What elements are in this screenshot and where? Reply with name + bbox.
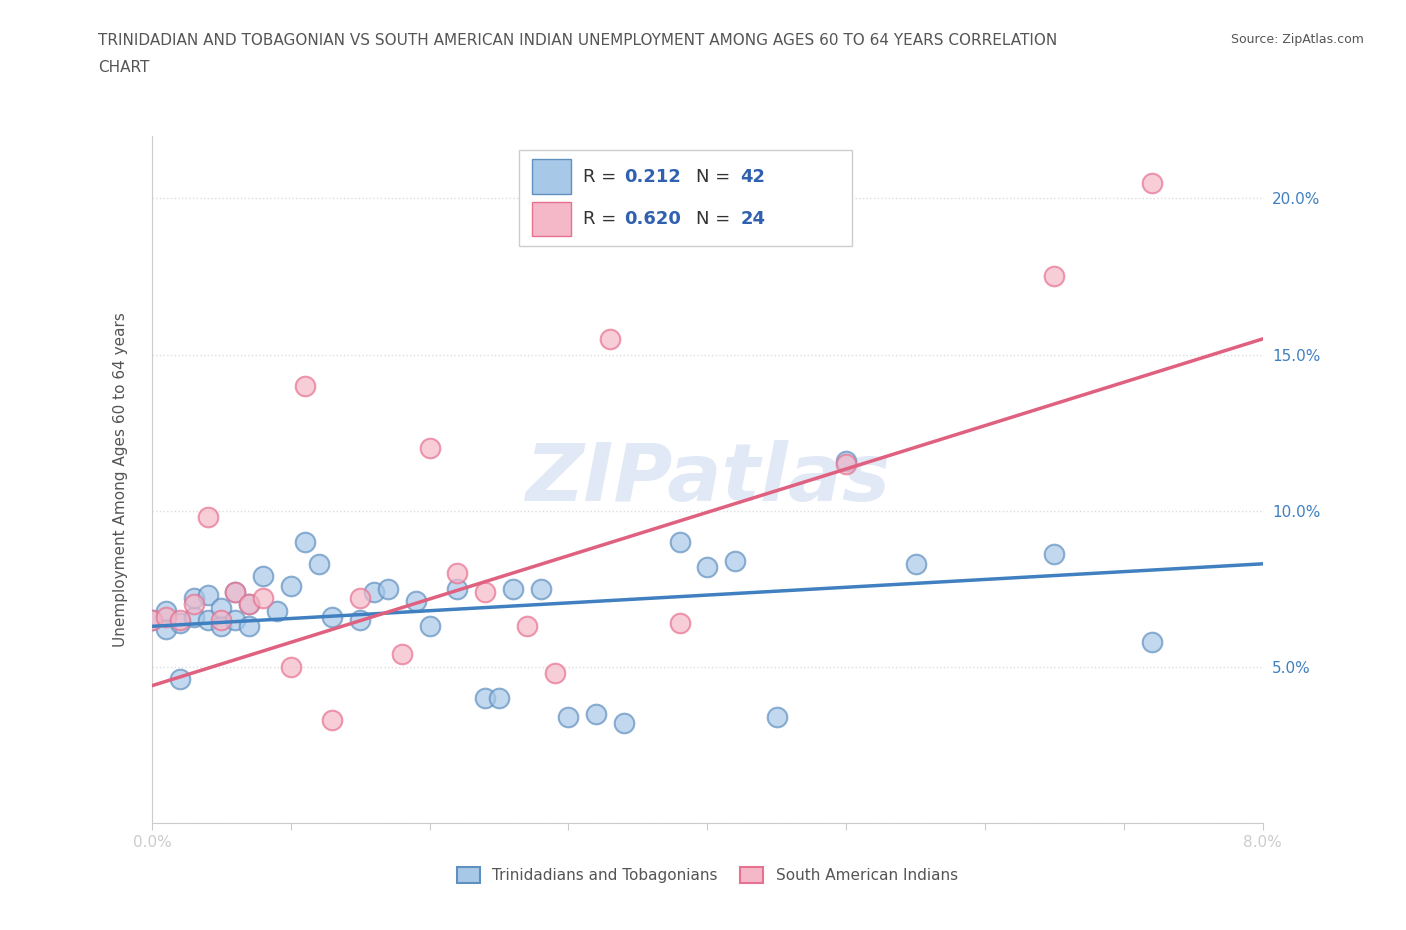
Point [209, 600, 232, 615]
Text: N =: N = [696, 167, 737, 186]
Point [349, 591, 371, 605]
Point [252, 591, 274, 605]
Point [155, 622, 177, 637]
Point [446, 581, 468, 596]
Point [169, 616, 191, 631]
Point [613, 716, 636, 731]
Point [599, 331, 621, 346]
Point [835, 453, 858, 468]
Point [197, 510, 219, 525]
Point [209, 613, 232, 628]
Text: N =: N = [696, 210, 737, 228]
Point [321, 609, 343, 624]
Point [446, 565, 468, 580]
Point [585, 706, 607, 721]
Point [280, 578, 302, 593]
Point [238, 597, 260, 612]
Point [238, 618, 260, 633]
Point [557, 710, 579, 724]
Point [155, 609, 177, 624]
Point [474, 691, 496, 706]
Text: 24: 24 [741, 210, 766, 228]
Text: R =: R = [583, 167, 621, 186]
Text: Source: ZipAtlas.com: Source: ZipAtlas.com [1230, 33, 1364, 46]
Point [363, 585, 385, 600]
Text: R =: R = [583, 210, 621, 228]
Point [349, 613, 371, 628]
Point [197, 613, 219, 628]
Point [141, 613, 163, 628]
Point [391, 647, 413, 662]
Point [502, 581, 524, 596]
Y-axis label: Unemployment Among Ages 60 to 64 years: Unemployment Among Ages 60 to 64 years [114, 312, 128, 647]
Point [321, 712, 343, 727]
FancyBboxPatch shape [531, 202, 571, 236]
Point [488, 691, 510, 706]
Point [169, 613, 191, 628]
Point [1043, 269, 1066, 284]
FancyBboxPatch shape [519, 150, 852, 246]
Point [238, 597, 260, 612]
Point [835, 457, 858, 472]
FancyBboxPatch shape [531, 159, 571, 193]
Point [724, 553, 747, 568]
Point [1140, 176, 1163, 191]
Point [419, 618, 441, 633]
Point [169, 672, 191, 687]
Point [668, 535, 690, 550]
Text: 42: 42 [741, 167, 766, 186]
Point [530, 581, 553, 596]
Point [183, 609, 205, 624]
Point [419, 441, 441, 456]
Point [209, 618, 232, 633]
Point [141, 613, 163, 628]
Point [1043, 547, 1066, 562]
Text: ZIPatlas: ZIPatlas [524, 441, 890, 519]
Point [252, 569, 274, 584]
Point [696, 560, 718, 575]
Point [155, 604, 177, 618]
Point [197, 588, 219, 603]
Point [224, 585, 246, 600]
Point [294, 535, 316, 550]
Point [294, 379, 316, 393]
Point [543, 666, 565, 681]
Text: 0.620: 0.620 [624, 210, 681, 228]
Point [1140, 634, 1163, 649]
Point [308, 556, 330, 571]
Point [280, 659, 302, 674]
Legend: Trinidadians and Tobagonians, South American Indians: Trinidadians and Tobagonians, South Amer… [450, 859, 966, 891]
Text: CHART: CHART [98, 60, 150, 75]
Point [765, 710, 787, 724]
Point [377, 581, 399, 596]
Point [183, 591, 205, 605]
Point [405, 594, 427, 609]
Point [474, 585, 496, 600]
Text: 0.212: 0.212 [624, 167, 681, 186]
Point [904, 556, 927, 571]
Point [183, 597, 205, 612]
Point [224, 613, 246, 628]
Point [266, 604, 288, 618]
Text: TRINIDADIAN AND TOBAGONIAN VS SOUTH AMERICAN INDIAN UNEMPLOYMENT AMONG AGES 60 T: TRINIDADIAN AND TOBAGONIAN VS SOUTH AMER… [98, 33, 1057, 47]
Point [224, 585, 246, 600]
Point [516, 618, 538, 633]
Point [668, 616, 690, 631]
